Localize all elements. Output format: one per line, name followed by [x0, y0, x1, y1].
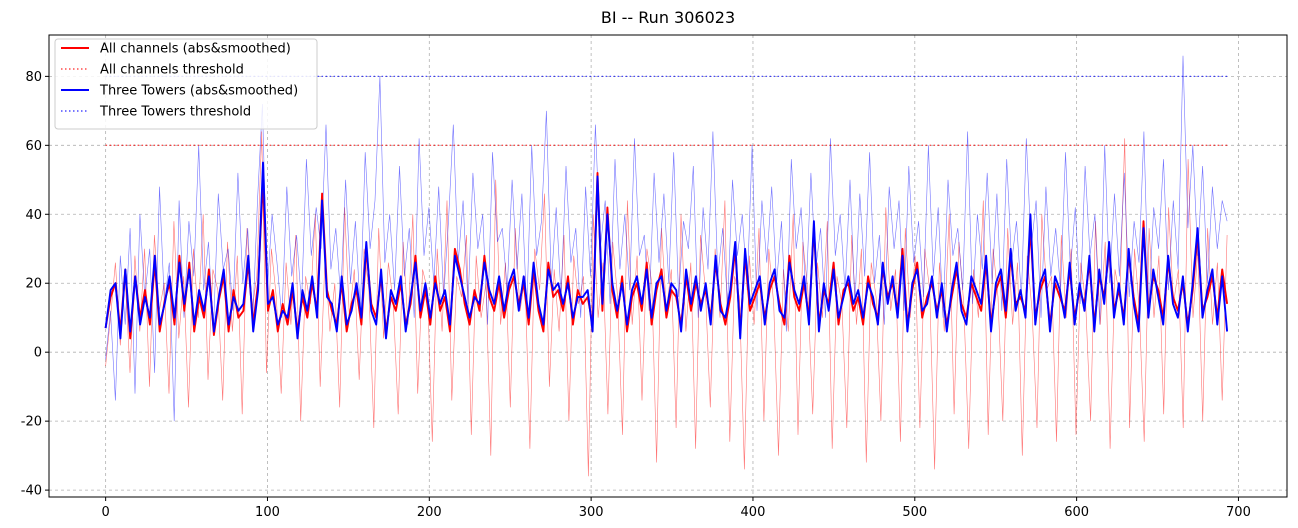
y-tick-label: 40: [25, 208, 42, 223]
raw-series-line: [105, 55, 1228, 422]
x-tick-label: 0: [101, 505, 109, 520]
x-tick-label: 700: [1226, 505, 1251, 520]
x-tick-label: 200: [417, 505, 442, 520]
series-line: [104, 161, 1229, 340]
y-tick-label: 60: [25, 139, 42, 154]
ticks: 0 100 200 300 400 500 600 700 -40 -20 0 20 40 60 80: [21, 70, 1251, 520]
x-tick-label: 600: [1064, 505, 1089, 520]
y-tick-label: 20: [25, 277, 42, 292]
legend-label: Three Towers (abs&smoothed): [99, 84, 298, 99]
y-tick-label: 80: [25, 70, 42, 85]
threshold-layer: [105, 75, 1228, 146]
series-line: [104, 171, 1229, 340]
legend-label: Three Towers threshold: [99, 105, 251, 120]
series-layer: [104, 161, 1229, 340]
y-tick-label: 0: [34, 346, 42, 361]
legend-box: [54, 38, 318, 130]
y-tick-label: -20: [21, 415, 42, 430]
legend: All channels (abs&smoothed) All channels …: [54, 38, 318, 130]
legend-label: All channels threshold: [100, 63, 244, 78]
x-tick-label: 400: [741, 505, 766, 520]
x-tick-label: 500: [902, 505, 927, 520]
plot-frame: [48, 34, 1288, 498]
x-tick-label: 100: [255, 505, 280, 520]
legend-label: All channels (abs&smoothed): [100, 42, 291, 57]
chart-title: BI -- Run 306023: [601, 8, 735, 27]
x-tick-label: 300: [579, 505, 604, 520]
y-tick-label: -40: [21, 484, 42, 499]
